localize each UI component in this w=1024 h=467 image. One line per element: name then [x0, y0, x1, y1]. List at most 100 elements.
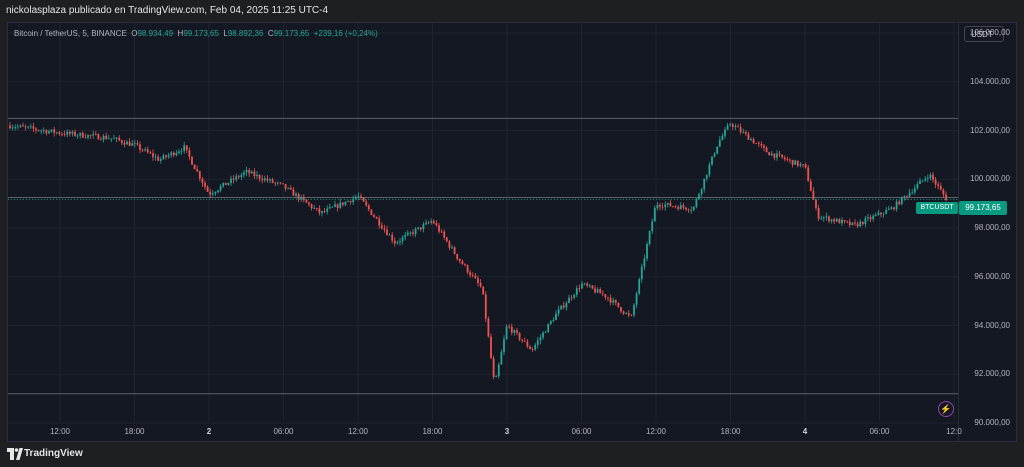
- candle: [791, 159, 794, 168]
- candle: [302, 194, 305, 203]
- chart-frame[interactable]: Bitcoin / TetherUS, 5, BINANCE O98.934,4…: [7, 22, 1017, 442]
- candle: [913, 184, 916, 195]
- candle: [518, 332, 521, 342]
- candle: [217, 190, 219, 194]
- time-tick-label: 18:00: [720, 427, 741, 436]
- lightning-icon[interactable]: ⚡: [938, 401, 954, 417]
- candle: [412, 229, 414, 237]
- candle: [110, 138, 113, 142]
- candle: [724, 126, 726, 139]
- candle: [796, 160, 799, 168]
- candle: [817, 204, 820, 222]
- publish-text: nickolasplaza publicado en TradingView.c…: [6, 5, 329, 16]
- candle: [929, 172, 932, 181]
- candle: [149, 150, 152, 155]
- candle: [861, 221, 864, 226]
- candle: [718, 136, 721, 148]
- candle: [841, 217, 843, 226]
- time-tick-label: 12:00: [645, 427, 667, 436]
- candle: [451, 244, 453, 250]
- time-tick-label: 06:00: [869, 427, 890, 436]
- candle: [310, 203, 313, 211]
- price-axis[interactable]: USDT 106.000,00 104.000,00 102.000,00 100.0…: [958, 23, 1016, 441]
- candle: [362, 196, 365, 202]
- candle: [487, 316, 490, 338]
- candle: [263, 175, 266, 183]
- candle: [274, 181, 277, 187]
- candle: [529, 345, 531, 350]
- candle: [162, 153, 165, 160]
- candle: [747, 131, 750, 140]
- candle: [266, 175, 269, 183]
- candle: [253, 168, 256, 179]
- candle: [854, 219, 856, 226]
- candle: [198, 170, 201, 182]
- tradingview-logo-icon[interactable]: [7, 448, 23, 460]
- candle: [679, 202, 682, 210]
- candle: [945, 191, 947, 202]
- candle: [807, 164, 810, 182]
- candle: [167, 152, 170, 159]
- candle: [373, 213, 375, 218]
- candle: [136, 140, 139, 147]
- candle: [308, 201, 310, 207]
- candle: [35, 127, 37, 134]
- candle: [503, 335, 505, 356]
- candle: [341, 202, 344, 207]
- candle: [50, 129, 53, 133]
- candle: [406, 230, 409, 237]
- legend-symbol[interactable]: Bitcoin / TetherUS, 5, BINANCE: [14, 29, 127, 38]
- candle: [237, 174, 240, 180]
- candle: [531, 347, 534, 352]
- candle: [40, 129, 43, 135]
- candle: [521, 339, 524, 343]
- candle: [588, 283, 591, 288]
- candle: [604, 294, 607, 300]
- candle: [315, 207, 318, 212]
- candle: [492, 355, 495, 380]
- footer: TradingView: [0, 442, 1024, 467]
- price-tick-label: 104.000,00: [969, 76, 1010, 86]
- candle: [794, 159, 797, 165]
- candle: [617, 302, 620, 308]
- candle: [386, 225, 388, 236]
- price-tick-label: 92.000,00: [974, 369, 1010, 379]
- candle: [27, 126, 30, 129]
- candle: [734, 123, 737, 131]
- candle: [908, 188, 911, 198]
- candle: [313, 204, 316, 210]
- candle: [562, 301, 565, 310]
- time-axis[interactable]: 12:00 18:00 2 06:00 12:00 18:00 3 06:00 12:00 18:…: [8, 421, 962, 441]
- time-tick-label: 3: [504, 427, 510, 436]
- candle: [328, 203, 331, 210]
- candle: [846, 220, 849, 224]
- candle: [183, 141, 186, 154]
- candle: [105, 132, 108, 140]
- candle: [123, 139, 126, 148]
- candle: [544, 330, 547, 333]
- candle: [773, 153, 776, 161]
- candle: [29, 123, 32, 130]
- currency-selector[interactable]: USDT: [964, 26, 1004, 42]
- brand-name[interactable]: TradingView: [24, 448, 83, 459]
- candle: [331, 206, 334, 208]
- candle: [708, 162, 711, 178]
- candle: [547, 323, 550, 333]
- candle: [258, 173, 261, 182]
- candle: [781, 154, 784, 159]
- time-tick-label: 4: [802, 427, 808, 436]
- candle: [352, 195, 355, 205]
- candle: [591, 285, 594, 290]
- candle: [271, 177, 274, 184]
- candle: [172, 151, 175, 158]
- publish-header: nickolasplaza publicado en TradingView.c…: [0, 0, 1024, 22]
- candle: [885, 207, 888, 215]
- candle: [435, 220, 438, 227]
- candle: [66, 129, 69, 138]
- candle: [711, 156, 713, 166]
- candlestick-chart[interactable]: [8, 23, 958, 441]
- candle: [48, 129, 50, 135]
- last-price-label: 99.173,65: [959, 201, 1007, 215]
- price-tick-label: 102.000,00: [969, 125, 1010, 135]
- candle: [643, 254, 646, 271]
